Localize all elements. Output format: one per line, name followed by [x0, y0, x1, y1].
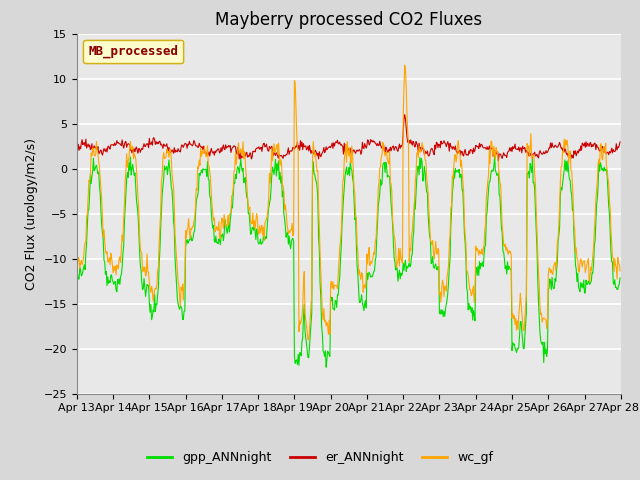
er_ANNnight — [194, 144, 202, 150]
gpp_ANNnight — [616, 275, 624, 281]
wc_gf — [223, 222, 230, 228]
wc_gf — [416, 149, 424, 155]
wc_gf — [83, 214, 90, 220]
Legend: gpp_ANNnight, er_ANNnight, wc_gf: gpp_ANNnight, er_ANNnight, wc_gf — [142, 446, 498, 469]
er_ANNnight — [616, 139, 624, 145]
gpp_ANNnight — [223, 226, 230, 231]
wc_gf — [432, 239, 440, 244]
gpp_ANNnight — [415, 172, 423, 178]
Title: Mayberry processed CO2 Fluxes: Mayberry processed CO2 Fluxes — [215, 11, 483, 29]
wc_gf — [194, 164, 202, 169]
er_ANNnight — [139, 146, 147, 152]
wc_gf — [401, 62, 408, 68]
gpp_ANNnight — [194, 192, 202, 198]
er_ANNnight — [73, 147, 81, 153]
wc_gf — [73, 257, 81, 263]
er_ANNnight — [495, 158, 502, 164]
Y-axis label: CO2 Flux (urology/m2/s): CO2 Flux (urology/m2/s) — [25, 138, 38, 289]
Line: gpp_ANNnight: gpp_ANNnight — [77, 156, 620, 367]
gpp_ANNnight — [323, 364, 330, 370]
wc_gf — [616, 268, 624, 274]
er_ANNnight — [223, 145, 230, 151]
er_ANNnight — [401, 112, 408, 118]
Line: er_ANNnight: er_ANNnight — [77, 115, 620, 161]
gpp_ANNnight — [431, 263, 439, 269]
gpp_ANNnight — [83, 240, 90, 245]
er_ANNnight — [415, 140, 423, 146]
wc_gf — [304, 336, 312, 342]
Line: wc_gf: wc_gf — [77, 65, 620, 339]
er_ANNnight — [431, 142, 439, 148]
gpp_ANNnight — [73, 275, 81, 280]
gpp_ANNnight — [139, 287, 147, 292]
er_ANNnight — [83, 145, 90, 151]
Legend: MB_processed: MB_processed — [83, 40, 183, 63]
gpp_ANNnight — [491, 153, 499, 159]
wc_gf — [139, 269, 147, 275]
